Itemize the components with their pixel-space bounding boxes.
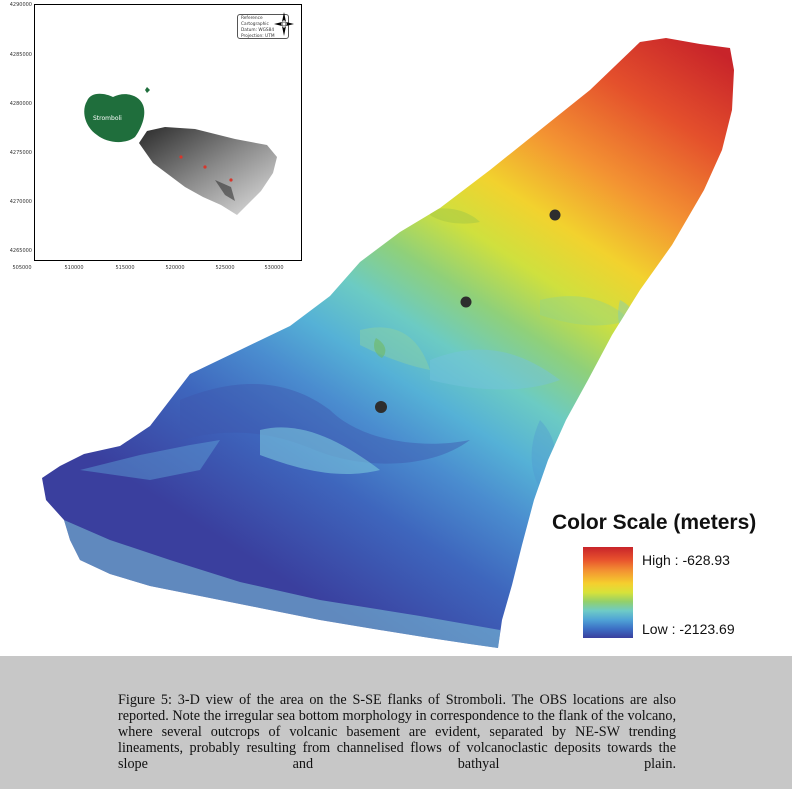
x-tick-label: 505000 [12,265,32,271]
north-arrow-icon [274,12,294,36]
inset-obs-marker [229,178,233,182]
x-tick-label: 520000 [165,265,185,271]
y-tick-label: 4265000 [9,248,32,254]
inset-frame: Stromboli Reference Cartographic Datum: … [34,4,302,261]
info-line: Reference Cartographic [241,16,269,27]
obs-marker [460,296,472,308]
survey-area-relief [139,127,277,215]
figure-caption: Figure 5: 3-D view of the area on the S-… [118,692,676,772]
x-tick-label: 525000 [215,265,235,271]
strombolicchio-islet [145,87,150,93]
y-tick-label: 4290000 [9,2,32,8]
legend-high-label: High : -628.93 [642,552,730,568]
x-tick-label: 515000 [115,265,135,271]
inset-obs-marker [203,165,207,169]
location-inset-map: Stromboli Reference Cartographic Datum: … [4,2,304,300]
info-line: Datum: WGS84 [241,28,275,33]
legend-title: Color Scale (meters) [552,511,757,534]
y-tick-label: 4275000 [9,150,32,156]
map-info-box: Reference Cartographic Datum: WGS84 Proj… [237,14,289,39]
y-tick-label: 4285000 [9,52,32,58]
y-tick-label: 4280000 [9,101,32,107]
x-tick-label: 510000 [64,265,84,271]
island-label: Stromboli [93,115,122,122]
y-tick-label: 4270000 [9,199,32,205]
info-line: Projection: UTM [241,34,275,39]
stromboli-island [84,93,145,143]
figure-area: Stromboli Reference Cartographic Datum: … [4,2,757,648]
x-tick-label: 530000 [264,265,284,271]
obs-marker [375,401,387,413]
legend-color-ramp [583,547,633,638]
obs-marker [549,209,561,221]
caption-band: Figure 5: 3-D view of the area on the S-… [0,656,792,789]
legend-low-label: Low : -2123.69 [642,621,735,637]
inset-obs-marker [179,155,183,159]
